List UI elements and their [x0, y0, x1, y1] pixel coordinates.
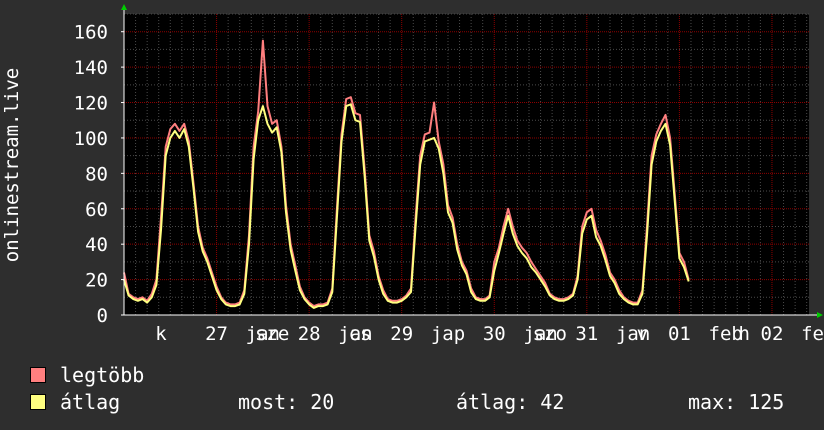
x-tick-label: sze — [255, 323, 289, 345]
y-tick-label: 20 — [85, 270, 108, 292]
series-line-avg — [123, 103, 690, 309]
y-tick-label: 160 — [74, 22, 108, 44]
plot-area — [124, 14, 809, 315]
series-line-max — [123, 39, 690, 308]
legend: legtöbb átlag most: 20 átlag: 42 max: 12… — [30, 362, 784, 416]
x-tick-label: cs — [349, 323, 372, 345]
stat-current: most: 20 — [238, 390, 335, 414]
y-tick-label: 140 — [74, 57, 108, 79]
y-tick-label: 0 — [97, 305, 108, 327]
x-tick-label: jan — [523, 323, 557, 345]
y-tick-label: 100 — [74, 128, 108, 150]
x-tick-label: feb — [801, 323, 824, 345]
legend-label-max: legtöbb — [60, 363, 145, 387]
x-tick-label: 29 — [390, 323, 413, 345]
x-tick-label: 27 — [205, 323, 228, 345]
x-tick-label: szo — [533, 323, 567, 345]
y-axis-arrow-icon — [121, 4, 127, 10]
x-tick-label: v — [637, 323, 648, 345]
legend-swatch-avg — [30, 393, 46, 410]
legend-swatch-max — [30, 366, 46, 383]
stat-max: max: 125 — [688, 390, 785, 414]
x-tick-label: jan — [246, 323, 280, 345]
y-tick-label: 60 — [85, 199, 108, 221]
x-tick-label: jan — [338, 323, 372, 345]
x-tick-label: feb — [709, 323, 743, 345]
y-tick-label: 40 — [85, 234, 108, 256]
x-tick-label: 28 — [298, 323, 321, 345]
x-tick-label: 31 — [575, 323, 598, 345]
x-tick-label: 02 — [761, 323, 784, 345]
x-tick-label: 01 — [668, 323, 691, 345]
legend-label-avg: átlag — [60, 390, 121, 414]
x-tick-label: h — [738, 323, 749, 345]
x-tick-label: 30 — [483, 323, 506, 345]
stat-average: átlag: 42 — [456, 390, 565, 414]
x-axis-arrow-icon — [817, 312, 823, 318]
x-tick-label: jap — [431, 323, 465, 345]
x-tick-label: k — [155, 323, 167, 345]
y-tick-label: 120 — [74, 93, 108, 115]
legend-item-max: legtöbb — [30, 362, 144, 389]
y-tick-label: 80 — [85, 163, 108, 185]
x-tick-label: jan — [616, 323, 650, 345]
y-axis-label: onlinestream.live — [1, 68, 23, 262]
legend-item-avg: átlag most: 20 átlag: 42 max: 125 — [30, 389, 784, 416]
